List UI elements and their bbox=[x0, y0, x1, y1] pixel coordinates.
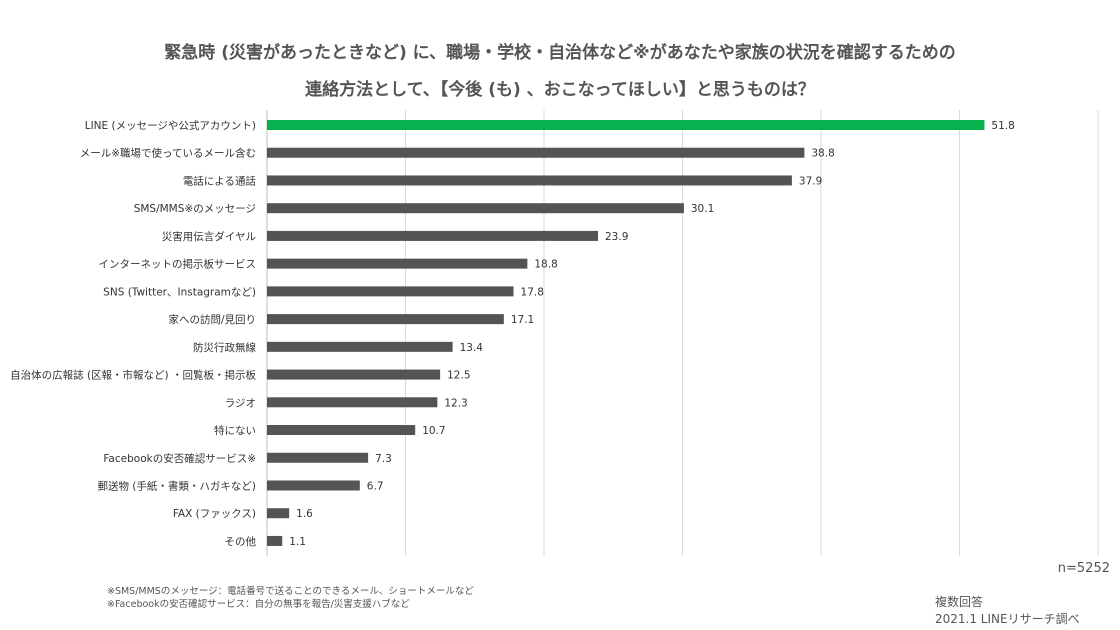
category-label: SMS/MMS※のメッセージ bbox=[134, 203, 256, 215]
bar bbox=[267, 508, 290, 519]
bar bbox=[267, 258, 528, 269]
data-label: 51.8 bbox=[991, 120, 1014, 132]
category-label: 防災行政無線 bbox=[193, 341, 256, 354]
data-label: 1.1 bbox=[289, 536, 306, 548]
category-label: その他 bbox=[225, 535, 257, 548]
data-label: 17.1 bbox=[511, 314, 534, 326]
bar bbox=[267, 175, 792, 186]
bar bbox=[267, 120, 985, 130]
data-label: 23.9 bbox=[605, 231, 628, 243]
category-label: ラジオ bbox=[225, 397, 256, 409]
data-label: 6.7 bbox=[367, 480, 384, 492]
category-label: SNS (Twitter、Instagramなど) bbox=[103, 286, 256, 298]
data-label: 18.8 bbox=[534, 259, 557, 271]
footnote-sms: ※SMS/MMSのメッセージ：電話番号で送ることのできるメール、ショートメールな… bbox=[107, 586, 474, 597]
data-label: 13.4 bbox=[460, 342, 484, 354]
bar bbox=[267, 480, 360, 491]
data-label: 1.6 bbox=[296, 508, 313, 520]
footnote-facebook: ※Facebookの安否確認サービス：自分の無事を報告/災害支援ハブなど bbox=[107, 599, 410, 610]
bar bbox=[267, 286, 514, 297]
category-label: 特にない bbox=[214, 425, 256, 437]
data-label: 17.8 bbox=[521, 286, 544, 298]
data-label: 7.3 bbox=[375, 453, 392, 465]
category-label: FAX (ファックス) bbox=[173, 508, 256, 520]
credit-answer-type: 複数回答 bbox=[935, 595, 984, 609]
bar bbox=[267, 425, 416, 436]
bar bbox=[267, 452, 369, 463]
category-label: 郵送物 (手紙・書類・ハガキなど) bbox=[97, 479, 256, 492]
category-label: 自治体の広報誌 (区報・市報など) ・回覧板・掲示板 bbox=[10, 369, 256, 382]
bar bbox=[267, 341, 453, 352]
bar bbox=[267, 369, 441, 380]
category-label: 電話による通話 bbox=[183, 174, 257, 187]
bar bbox=[267, 314, 504, 325]
data-label: 10.7 bbox=[422, 425, 445, 437]
bar bbox=[267, 147, 805, 158]
bar bbox=[267, 230, 599, 241]
category-label: Facebookの安否確認サービス※ bbox=[103, 452, 256, 465]
chart-title-line-2: 連絡方法として、【今後 (も) 、おこなってほしい】と思うものは？ bbox=[305, 80, 815, 100]
data-label: 12.5 bbox=[447, 370, 470, 382]
data-label: 30.1 bbox=[691, 203, 714, 215]
chart-title-line-1: 緊急時 (災害があったときなど) に、職場・学校・自治体など※があなたや家族の状… bbox=[164, 43, 956, 63]
bar bbox=[267, 203, 684, 214]
credit-source: 2021.1 LINEリサーチ調べ bbox=[935, 612, 1080, 626]
bar bbox=[267, 535, 283, 546]
footnotes: ※SMS/MMSのメッセージ：電話番号で送ることのできるメール、ショートメールな… bbox=[107, 585, 474, 611]
bar bbox=[267, 397, 438, 408]
category-label: LINE (メッセージや公式アカウント) bbox=[85, 119, 256, 132]
category-label: 災害用伝言ダイヤル bbox=[162, 230, 256, 243]
data-label: 38.8 bbox=[811, 148, 834, 160]
category-label: メール※職場で使っているメール含む bbox=[80, 147, 256, 160]
source-credit: 複数回答 2021.1 LINEリサーチ調べ bbox=[935, 594, 1080, 628]
category-label: インターネットの掲示板サービス bbox=[99, 258, 257, 271]
category-label: 家への訪問/見回り bbox=[168, 313, 256, 326]
data-label: 12.3 bbox=[444, 397, 467, 409]
sample-size-label: n=5252 bbox=[1057, 561, 1110, 576]
data-label: 37.9 bbox=[799, 175, 822, 187]
